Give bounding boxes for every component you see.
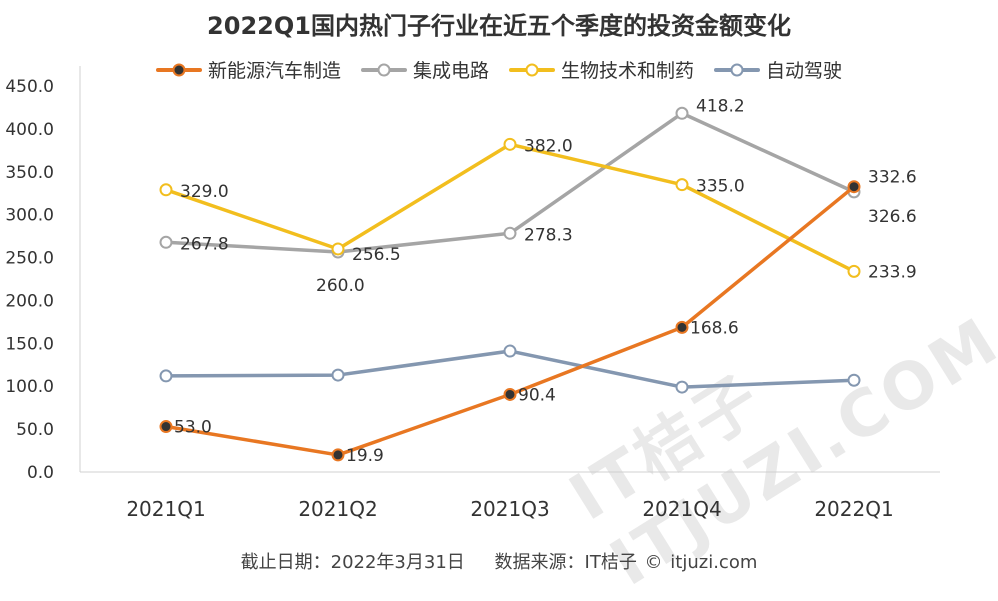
data-label: 53.0 [174, 418, 212, 438]
data-point [159, 183, 173, 197]
legend-label: 新能源汽车制造 [207, 60, 341, 82]
legend-swatch [714, 63, 761, 76]
legend-swatch [360, 63, 407, 76]
data-label: 267.8 [180, 234, 229, 254]
legend-swatch [155, 63, 202, 76]
x-tick-label: 2021Q3 [470, 497, 549, 521]
data-label: 278.3 [524, 225, 573, 245]
y-tick-label: 400.0 [5, 120, 54, 140]
data-label: 326.6 [868, 207, 917, 227]
y-tick-label: 50.0 [16, 420, 54, 440]
x-tick-label: 2022Q1 [814, 497, 893, 521]
data-point [847, 264, 861, 278]
chart-frame: IT桔子 ITJUZI.COM 0.0 50.0 100.0 150.0 200.0 25… [0, 12, 998, 601]
legend-label: 生物技术和制药 [561, 60, 695, 82]
y-tick-label: 300.0 [5, 206, 54, 226]
legend-item: 生物技术和制药 [509, 56, 694, 83]
legend-label: 集成电路 [412, 60, 489, 82]
data-label: 418.2 [696, 96, 745, 116]
data-point [503, 387, 517, 401]
data-label: 260.0 [316, 276, 365, 296]
data-point [675, 320, 689, 334]
y-tick-label: 450.0 [5, 77, 54, 97]
x-tick-label: 2021Q1 [126, 497, 205, 521]
data-label: 90.4 [518, 385, 556, 405]
legend-item: 新能源汽车制造 [155, 56, 341, 83]
data-point [675, 178, 689, 192]
data-point [675, 106, 689, 120]
data-point [331, 242, 345, 256]
chart-legend: 新能源汽车制造 集成电路 生物技术和制药 自动驾驶 [0, 56, 998, 83]
x-tick-label: 2021Q4 [642, 497, 721, 521]
data-label: 233.9 [868, 262, 917, 282]
y-tick-label: 150.0 [5, 334, 54, 354]
series-line-2 [164, 142, 856, 274]
data-label: 19.9 [346, 446, 384, 466]
data-point [159, 235, 173, 249]
data-label: 335.0 [696, 177, 745, 197]
data-point [331, 448, 345, 462]
y-tick-label: 200.0 [5, 291, 54, 311]
y-tick-label: 250.0 [5, 249, 54, 269]
footer-source: 数据来源：IT桔子 © itjuzi.com [494, 552, 758, 573]
y-tick-label: 0.0 [27, 463, 54, 483]
data-label: 168.6 [690, 318, 739, 338]
data-label: 382.0 [524, 136, 573, 156]
x-tick-label: 2021Q2 [298, 497, 377, 521]
data-point [159, 369, 173, 383]
chart-title: 2022Q1国内热门子行业在近五个季度的投资金额变化 [207, 12, 791, 40]
chart-footer: 截止日期：2022年3月31日 数据来源：IT桔子 © itjuzi.com [0, 548, 998, 574]
chart-plot: 0.0 50.0 100.0 150.0 200.0 250.0 300.0 350.0 400… [5, 66, 940, 521]
y-tick-label: 350.0 [5, 163, 54, 183]
data-label: 329.0 [180, 182, 229, 202]
data-point [159, 420, 173, 434]
data-point [503, 344, 517, 358]
data-point [503, 226, 517, 240]
data-label: 332.6 [868, 168, 917, 188]
legend-item: 集成电路 [360, 56, 489, 83]
y-tick-label: 100.0 [5, 377, 54, 397]
data-point [503, 137, 517, 151]
data-point [675, 380, 689, 394]
legend-item: 自动驾驶 [714, 56, 842, 83]
data-point [847, 373, 861, 387]
legend-swatch [509, 63, 555, 76]
data-label: 256.5 [352, 245, 401, 265]
legend-label: 自动驾驶 [766, 60, 843, 82]
footer-date: 截止日期：2022年3月31日 [240, 552, 465, 573]
data-point [331, 368, 345, 382]
data-point [847, 180, 861, 194]
